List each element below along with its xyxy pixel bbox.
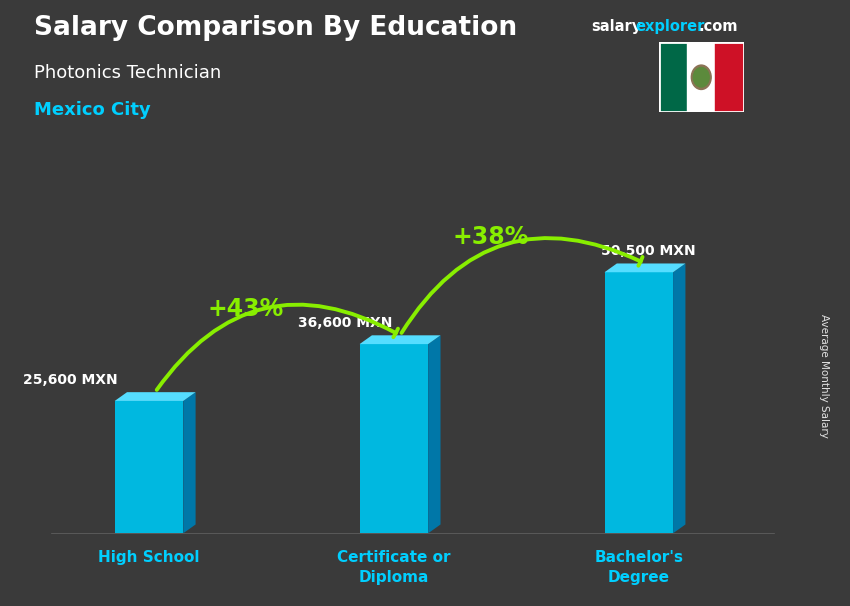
Text: Photonics Technician: Photonics Technician — [34, 64, 221, 82]
Text: +38%: +38% — [452, 225, 529, 250]
Polygon shape — [115, 401, 184, 533]
Text: 25,600 MXN: 25,600 MXN — [23, 373, 118, 387]
Polygon shape — [115, 392, 196, 401]
Bar — [687, 42, 716, 112]
Text: .com: .com — [699, 19, 738, 35]
Polygon shape — [428, 335, 440, 533]
Bar — [659, 42, 687, 112]
Polygon shape — [673, 264, 685, 533]
Text: 50,500 MXN: 50,500 MXN — [601, 244, 696, 258]
Polygon shape — [604, 272, 673, 533]
Text: Mexico City: Mexico City — [34, 101, 150, 119]
Polygon shape — [360, 335, 440, 344]
Text: Salary Comparison By Education: Salary Comparison By Education — [34, 15, 517, 41]
Text: +43%: +43% — [207, 298, 284, 321]
Text: salary: salary — [591, 19, 641, 35]
Polygon shape — [604, 264, 685, 272]
Text: 36,600 MXN: 36,600 MXN — [298, 316, 392, 330]
Text: Average Monthly Salary: Average Monthly Salary — [819, 314, 829, 438]
Circle shape — [694, 67, 709, 87]
Polygon shape — [360, 344, 428, 533]
Bar — [716, 42, 744, 112]
Polygon shape — [184, 392, 196, 533]
Text: explorer: explorer — [636, 19, 705, 35]
Circle shape — [691, 65, 711, 90]
